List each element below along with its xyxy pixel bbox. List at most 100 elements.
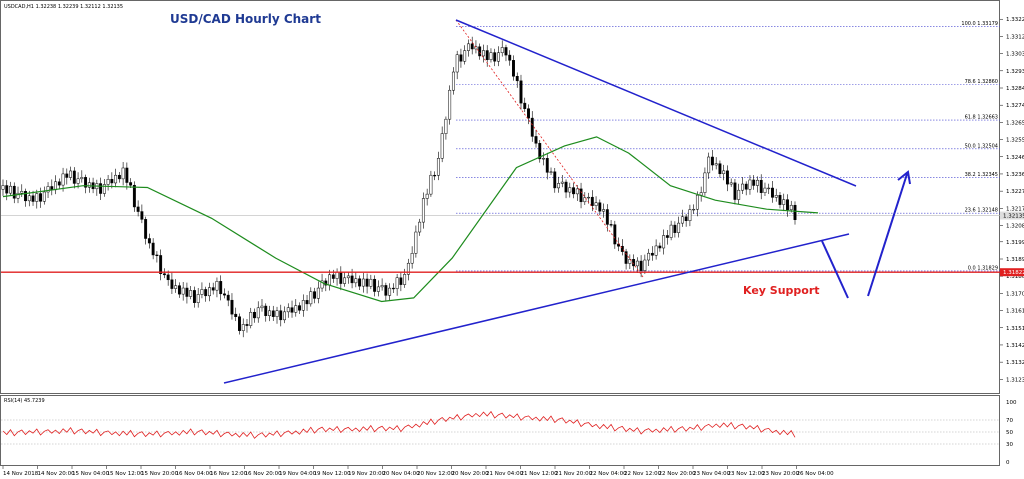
candle-body [620, 245, 624, 252]
candle-body [714, 163, 718, 166]
candle-body [121, 167, 125, 180]
candle-body [639, 260, 643, 271]
candle-body [211, 287, 215, 291]
candle-body [778, 195, 782, 205]
candle-body [275, 310, 279, 317]
candle-body [350, 275, 354, 284]
candle-body [692, 208, 696, 211]
candle-body [271, 310, 275, 317]
projection-down-arrow [821, 240, 849, 299]
fibonacci-levels: 100.0 1.33179 78.6 1.32860 61.8 1.32663 50.… [1, 21, 1000, 271]
candle-body [129, 182, 133, 186]
candle-body [241, 324, 245, 331]
candle-body [459, 54, 463, 62]
time-tick-label: 20 Nov 12:00 [417, 471, 455, 477]
chart-title: USD/CAD Hourly Chart [170, 12, 321, 26]
candle-body [583, 197, 587, 203]
candle-body [756, 179, 759, 186]
candle-body [725, 170, 729, 185]
candle-body [305, 300, 309, 305]
header-readout: USDCAD,H1 1.32238 1.32239 1.32112 1.3213… [4, 4, 123, 10]
candle-body [27, 195, 31, 202]
time-tick-label: 15 Nov 04:00 [72, 471, 110, 477]
candle-body [665, 235, 669, 238]
candle-body [219, 281, 223, 295]
candle-body [489, 52, 493, 60]
price-tick-label: 1.31705 [1006, 291, 1024, 297]
candle-body [264, 305, 268, 316]
candle-body [151, 242, 155, 256]
rsi-panel-border [0, 395, 1000, 466]
candle-body [677, 222, 681, 233]
price-tick-label: 1.31990 [1006, 240, 1024, 246]
candle-body [718, 163, 722, 175]
current-price-tag-label: 1.32135 [1003, 214, 1024, 220]
candle-body [215, 281, 219, 291]
candle-body [703, 172, 707, 193]
time-tick-label: 19 Nov 20:00 [348, 471, 386, 477]
candle-body [440, 133, 444, 159]
fib-level-label: 0.0 1.31829 [968, 265, 998, 271]
candle-body [609, 224, 613, 226]
candle-body [309, 291, 313, 305]
candle-body [414, 231, 418, 254]
candle-body [789, 204, 793, 210]
candle-body [466, 43, 470, 51]
candle-body [46, 186, 50, 193]
candle-body [87, 182, 91, 188]
candle-body [106, 179, 110, 185]
candle-body [189, 290, 193, 297]
candle-body [534, 136, 538, 144]
candle-body [418, 221, 422, 233]
candle-body [12, 185, 16, 199]
key-support-label: Key Support [743, 284, 820, 297]
price-tick-label: 1.32365 [1006, 172, 1024, 178]
candle-body [132, 184, 136, 208]
candle-body [335, 271, 339, 279]
candle-body [354, 278, 358, 284]
candle-body [572, 187, 575, 195]
descending-trendline [455, 19, 857, 187]
candle-body [380, 285, 384, 288]
candle-body [373, 278, 377, 292]
candle-body [279, 310, 283, 321]
candle-body [497, 52, 500, 62]
candle-body [226, 294, 230, 301]
time-tick-label: 22 Nov 20:00 [659, 471, 697, 477]
candle-body [771, 187, 774, 198]
candle-body [647, 252, 651, 261]
candle-body [643, 259, 647, 271]
price-panel-border [0, 0, 1000, 394]
support-price-tag-label: 1.31822 [1003, 270, 1024, 276]
candle-body [632, 259, 636, 267]
candle-body [260, 305, 264, 309]
price-axis: 1.33220 1.33125 1.33030 1.32935 1.32840 1.327… [1000, 17, 1024, 383]
candle-body [774, 195, 778, 198]
fib-retracement-diagonal [455, 19, 644, 278]
candle-body [144, 219, 148, 239]
price-tick-label: 1.31515 [1006, 326, 1024, 332]
candle-body [391, 287, 395, 290]
candle-body [69, 170, 73, 178]
candle-body [35, 193, 39, 202]
candle-body [658, 245, 662, 249]
candle-body [508, 54, 512, 61]
candle-body [527, 108, 530, 119]
candle-body [786, 199, 789, 210]
candle-body [463, 50, 467, 62]
candle-body [545, 158, 549, 173]
candle-body [268, 310, 271, 316]
candle-body [485, 50, 489, 60]
time-tick-label: 15 Nov 12:00 [107, 471, 145, 477]
candle-body [181, 287, 185, 295]
candle-body [635, 260, 639, 267]
candle-body [102, 184, 106, 194]
candle-body [425, 193, 429, 199]
candle-body [688, 209, 692, 221]
candle-body [174, 285, 178, 289]
time-tick-label: 16 Nov 20:00 [245, 471, 283, 477]
candle-body [320, 280, 324, 289]
fib-level-label: 78.6 1.32860 [965, 79, 998, 85]
candle-body [114, 174, 118, 184]
